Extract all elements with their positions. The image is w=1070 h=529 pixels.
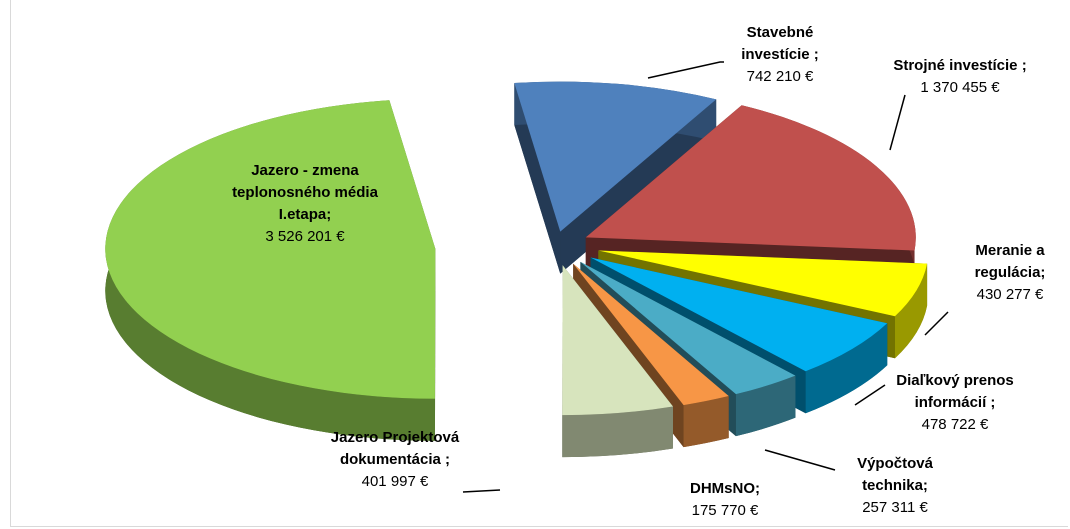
slice xyxy=(590,257,888,372)
slice xyxy=(580,261,796,395)
leader-line xyxy=(647,61,724,79)
data-label: Strojné investície ; 1 370 455 € xyxy=(855,55,1065,99)
leader-line xyxy=(462,489,501,493)
category-label: Jazero Projektová dokumentácia ; xyxy=(330,429,460,468)
slice-side xyxy=(683,396,729,448)
data-label: Jazero - zmena teplonosného média I.etap… xyxy=(225,160,385,248)
value-label: 430 277 € xyxy=(976,286,1044,303)
value-label: 742 210 € xyxy=(746,68,814,85)
slice xyxy=(562,265,674,416)
value-label: 175 770 € xyxy=(691,502,759,519)
slices xyxy=(105,81,928,458)
category-label: Výpočtová technika; xyxy=(857,455,933,494)
category-label: Strojné investície ; xyxy=(893,57,1027,74)
value-label: 478 722 € xyxy=(921,416,989,433)
value-label: 3 526 201 € xyxy=(265,228,345,245)
slice xyxy=(585,105,916,251)
slice xyxy=(598,250,928,317)
leader-line xyxy=(764,449,836,471)
category-label: Meranie a regulácia; xyxy=(974,242,1046,281)
value-label: 401 997 € xyxy=(361,473,429,490)
slice-side xyxy=(735,375,796,437)
slice xyxy=(105,100,436,399)
category-label: Diaľkový prenos informácií ; xyxy=(896,372,1014,411)
data-label: Jazero Projektová dokumentácia ; 401 997 … xyxy=(310,427,480,493)
category-label: Stavebné investície ; xyxy=(741,24,819,63)
data-label: DHMsNO; 175 770 € xyxy=(665,478,785,522)
slice xyxy=(514,81,717,232)
data-label: Meranie a regulácia; 430 277 € xyxy=(955,240,1065,306)
data-label: Výpočtová technika; 257 311 € xyxy=(835,453,955,519)
slice-side xyxy=(894,263,928,359)
chart-frame xyxy=(10,0,1068,527)
slice xyxy=(573,263,729,406)
value-label: 257 311 € xyxy=(862,499,928,516)
data-label: Stavebné investície ; 742 210 € xyxy=(715,22,845,88)
leader-line xyxy=(854,384,886,406)
category-label: DHMsNO; xyxy=(690,480,760,497)
category-label: Jazero - zmena teplonosného média I.etap… xyxy=(232,162,378,223)
slice-side xyxy=(805,323,888,414)
value-label: 1 370 455 € xyxy=(920,79,1000,96)
slice-wall xyxy=(514,83,561,274)
leader-line xyxy=(889,94,906,151)
leader-line xyxy=(924,311,949,336)
slice-side xyxy=(562,406,674,458)
data-label: Diaľkový prenos informácií ; 478 722 € xyxy=(875,370,1035,436)
